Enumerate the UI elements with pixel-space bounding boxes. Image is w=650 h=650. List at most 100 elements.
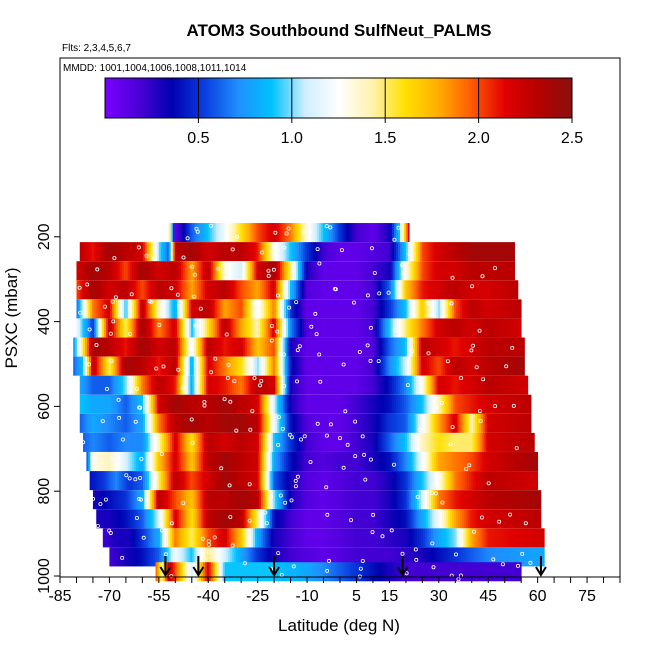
heatmap-cell: [354, 471, 357, 491]
heatmap-cell: [474, 490, 477, 510]
heatmap-cell: [202, 261, 206, 281]
heatmap-cell: [197, 280, 200, 300]
heatmap-cell: [156, 547, 160, 567]
heatmap-cell: [189, 280, 192, 300]
heatmap-cell: [285, 413, 288, 433]
heatmap-cell: [183, 452, 186, 472]
heatmap-cell: [88, 356, 92, 376]
heatmap-cell: [463, 242, 466, 262]
heatmap-cell: [515, 337, 519, 357]
heatmap-cell: [260, 432, 264, 452]
heatmap-cell: [297, 318, 301, 338]
heatmap-cell: [498, 356, 501, 376]
heatmap-cell: [288, 356, 291, 376]
heatmap-cell: [527, 432, 531, 452]
heatmap-cell: [206, 299, 210, 319]
sample-point: [520, 551, 525, 556]
heatmap-cell: [301, 413, 304, 433]
heatmap-cell: [210, 299, 214, 319]
sample-point: [137, 496, 142, 501]
heatmap-cell: [349, 356, 353, 376]
heatmap-cell: [230, 261, 234, 281]
heatmap-cell: [152, 337, 155, 357]
heatmap-cell: [458, 528, 461, 548]
heatmap-cell: [513, 318, 516, 338]
heatmap-cell: [376, 261, 380, 281]
heatmap-cell: [520, 471, 523, 491]
heatmap-cell: [137, 375, 140, 395]
heatmap-cell: [303, 318, 307, 338]
sample-point: [337, 436, 342, 441]
heatmap-cell: [424, 261, 427, 281]
heatmap-cell: [503, 318, 506, 338]
heatmap-cell: [349, 452, 352, 472]
heatmap-cell: [153, 299, 156, 319]
heatmap-cell: [161, 299, 164, 319]
heatmap-cell: [259, 223, 262, 243]
heatmap-cell: [391, 356, 394, 376]
heatmap-cell: [489, 318, 492, 338]
heatmap-cell: [378, 318, 382, 338]
heatmap-cell: [390, 223, 393, 243]
heatmap-cell: [360, 471, 363, 491]
heatmap-cell: [414, 280, 417, 300]
heatmap-cell: [407, 394, 411, 414]
heatmap-cell: [114, 261, 117, 281]
heatmap-cell: [241, 337, 244, 357]
heatmap-cell: [452, 337, 456, 357]
heatmap-cell: [507, 562, 510, 582]
sample-point: [282, 383, 287, 388]
heatmap-cell: [252, 299, 255, 319]
heatmap-cell: [423, 413, 427, 433]
heatmap-cell: [496, 356, 499, 376]
heatmap-cell: [218, 242, 221, 262]
heatmap-cell: [459, 261, 463, 281]
heatmap-cell: [359, 432, 363, 452]
heatmap-cell: [323, 562, 326, 582]
heatmap-cell: [482, 375, 486, 395]
heatmap-cell: [394, 299, 398, 319]
band-910: [102, 528, 545, 548]
heatmap-cell: [373, 528, 376, 548]
heatmap-cell: [325, 318, 328, 338]
heatmap-cell: [529, 452, 532, 472]
heatmap-cell: [524, 375, 527, 395]
heatmap-cell: [408, 509, 411, 529]
heatmap-cell: [366, 547, 369, 567]
heatmap-cell: [271, 242, 274, 262]
sample-point: [286, 226, 291, 231]
heatmap-cell: [249, 432, 252, 452]
heatmap-cell: [230, 509, 234, 529]
heatmap-cell: [163, 280, 166, 300]
heatmap-cell: [334, 223, 338, 243]
heatmap-cell: [140, 337, 143, 357]
heatmap-cell: [437, 547, 440, 567]
heatmap-cell: [193, 318, 196, 338]
heatmap-cell: [152, 394, 156, 414]
heatmap-cell: [357, 356, 361, 376]
heatmap-cell: [104, 261, 107, 281]
heatmap-cell: [360, 547, 363, 567]
heatmap-cell: [484, 356, 487, 376]
heatmap-cell: [508, 375, 512, 395]
heatmap-cell: [499, 299, 502, 319]
heatmap-cell: [450, 432, 454, 452]
heatmap-cell: [160, 432, 163, 452]
heatmap-cell: [90, 299, 93, 319]
heatmap-cell: [503, 452, 506, 472]
heatmap-cell: [522, 547, 525, 567]
heatmap-cell: [471, 242, 474, 262]
heatmap-cell: [459, 547, 462, 567]
heatmap-cell: [75, 337, 78, 357]
heatmap-cell: [342, 242, 346, 262]
heatmap-cell: [514, 413, 517, 433]
heatmap-cell: [228, 280, 232, 300]
heatmap-cell: [252, 261, 255, 281]
heatmap-cell: [315, 562, 318, 582]
heatmap-cell: [159, 280, 162, 300]
heatmap-cell: [335, 318, 338, 338]
heatmap-cell: [236, 452, 239, 472]
heatmap-cell: [469, 280, 473, 300]
heatmap-cell: [243, 547, 247, 567]
heatmap-cell: [408, 452, 411, 472]
